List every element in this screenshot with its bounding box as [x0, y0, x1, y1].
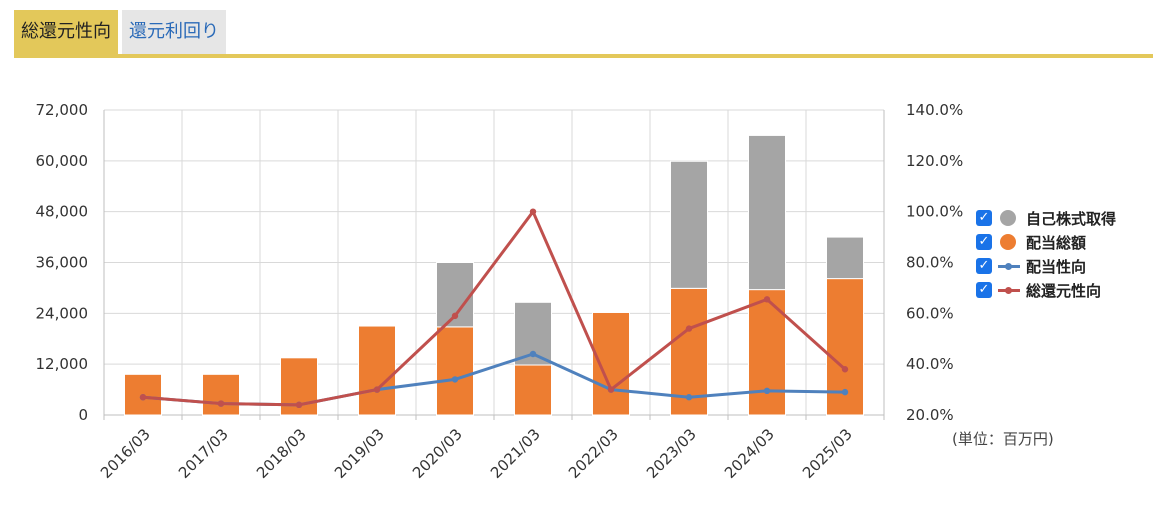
y-right-tick-label: 120.0%: [906, 152, 963, 170]
legend-item-total-return-ratio[interactable]: ✓ 総還元性向: [976, 278, 1116, 302]
line-point: [763, 387, 771, 395]
x-tick-label: 2016/03: [97, 425, 154, 482]
y-right-tick-label: 80.0%: [906, 254, 954, 272]
bar: [358, 325, 396, 416]
tab-underline: [14, 54, 1153, 58]
legend-point: [1005, 263, 1012, 270]
legend-symbol: [998, 258, 1020, 274]
y-right-tick-label: 60.0%: [906, 304, 954, 322]
line-point: [685, 325, 693, 332]
bar: [670, 160, 708, 289]
unit-label: (単位：百万円): [952, 430, 1054, 448]
bar: [436, 326, 474, 416]
x-tick-label: 2024/03: [721, 425, 778, 482]
legend-item-dividend-total[interactable]: ✓ 配当総額: [976, 230, 1116, 254]
x-tick-label: 2023/03: [643, 425, 700, 482]
legend-label: 配当性向: [1026, 257, 1087, 276]
line-point: [763, 296, 771, 303]
y-left-tick-label: 36,000: [36, 254, 89, 272]
chart-legend: ✓ 自己株式取得 ✓ 配当総額 ✓ 配当性向 ✓ 総還元性向: [976, 206, 1116, 302]
line-point: [529, 208, 537, 215]
line-point: [529, 350, 537, 358]
line-point: [841, 388, 849, 396]
line-point: [217, 400, 225, 407]
legend-label: 総還元性向: [1026, 281, 1102, 300]
legend-symbol: [998, 210, 1020, 226]
legend-symbol: [998, 282, 1020, 298]
legend-item-buyback[interactable]: ✓ 自己株式取得: [976, 206, 1116, 230]
y-right-tick-label: 20.0%: [906, 406, 954, 424]
y-right-tick-label: 40.0%: [906, 355, 954, 373]
tab-return-yield[interactable]: 還元利回り: [122, 10, 226, 56]
y-right-tick-label: 140.0%: [906, 101, 963, 119]
y-left-tick-label: 24,000: [36, 304, 89, 322]
line-point: [139, 394, 147, 401]
checkbox-checked-icon[interactable]: ✓: [976, 234, 992, 250]
legend-dot: [1000, 210, 1016, 226]
legend-label: 自己株式取得: [1026, 209, 1117, 228]
legend-item-payout-ratio[interactable]: ✓ 配当性向: [976, 254, 1116, 278]
bar: [670, 287, 708, 416]
x-tick-label: 2018/03: [253, 425, 310, 482]
legend-symbol: [998, 234, 1020, 250]
bar: [748, 134, 786, 291]
line-point: [607, 386, 615, 393]
line-point: [685, 394, 693, 401]
checkbox-checked-icon[interactable]: ✓: [976, 282, 992, 298]
line-point: [295, 401, 303, 409]
y-left-tick-label: 48,000: [36, 203, 89, 221]
y-left-tick-label: 60,000: [36, 152, 89, 170]
checkbox-checked-icon[interactable]: ✓: [976, 258, 992, 274]
bar: [826, 236, 864, 280]
x-tick-label: 2025/03: [799, 425, 856, 482]
y-left-tick-label: 0: [78, 406, 88, 424]
x-tick-label: 2022/03: [565, 425, 622, 482]
series-line: [142, 210, 847, 407]
line-point: [373, 386, 381, 393]
x-tick-label: 2017/03: [175, 425, 232, 482]
legend-label: 配当総額: [1026, 233, 1087, 252]
x-tick-label: 2019/03: [331, 425, 388, 482]
x-tick-label: 2020/03: [409, 425, 466, 482]
legend-point: [1005, 287, 1012, 294]
legend-dot: [1000, 234, 1016, 250]
x-tick-label: 2021/03: [487, 425, 544, 482]
y-right-tick-label: 100.0%: [906, 203, 963, 221]
tab-bar: 総還元性向 還元利回り: [14, 10, 226, 56]
bar: [514, 364, 552, 416]
bar: [748, 289, 786, 416]
tab-total-return-ratio[interactable]: 総還元性向: [14, 10, 118, 56]
line-point: [451, 376, 459, 383]
line-point: [841, 366, 849, 373]
y-left-tick-label: 72,000: [36, 101, 89, 119]
line-point: [451, 312, 459, 320]
y-left-tick-label: 12,000: [36, 355, 89, 373]
bar: [202, 373, 240, 416]
checkbox-checked-icon[interactable]: ✓: [976, 210, 992, 226]
